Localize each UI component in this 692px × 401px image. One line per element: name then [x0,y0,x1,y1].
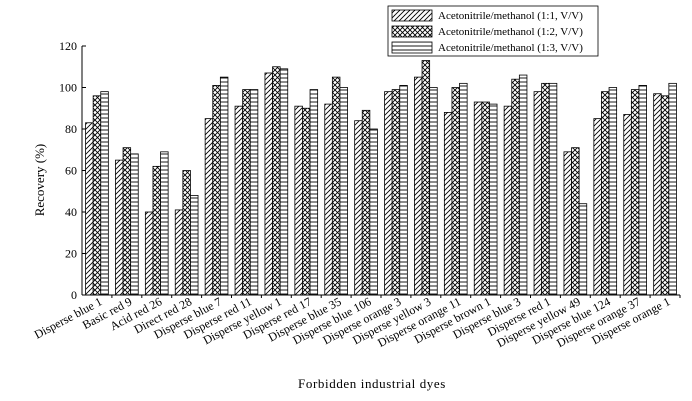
bar-series-3 [249,89,259,296]
bar-series-2 [660,95,670,296]
y-tick-label: 60 [65,164,77,178]
bar-series-2 [511,78,520,296]
bar-series-3 [100,91,109,296]
bar-series-1 [324,103,333,296]
bar-series-2 [152,165,161,296]
bar-series-2 [541,82,550,296]
bar-series-1 [443,112,453,296]
bar-series-3 [548,82,558,296]
bar-series-3 [608,87,618,296]
bar-series-1 [414,76,423,296]
bar-series-1 [85,122,94,296]
bar-series-2 [331,76,341,296]
bar-series-1 [234,105,244,296]
bar-series-3 [638,85,647,296]
bar-series-3 [160,151,169,296]
legend-label: Acetonitrile/methanol (1:3, V/V) [438,42,583,54]
bar-series-2 [212,85,221,296]
bar-series-2 [481,101,490,296]
bar-series-3 [339,87,348,296]
bar-series-1 [115,159,124,296]
x-axis-title: Forbidden industrial dyes [298,376,446,391]
bar-series-1 [593,118,602,296]
bar-series-1 [623,114,632,296]
bar-series-1 [204,118,214,296]
bar-series-3 [369,128,378,296]
bar-series-2 [391,89,401,296]
y-tick-label: 0 [71,288,77,302]
bar-series-3 [190,194,199,296]
bar-series-3 [578,203,588,296]
y-tick-label: 100 [59,81,77,95]
bar-series-2 [601,91,610,296]
legend-swatch-series-3 [391,41,433,54]
legend-label: Acetonitrile/methanol (1:1, V/V) [438,10,583,22]
bar-series-3 [668,82,677,296]
y-axis-title: Recovery (%) [32,144,47,217]
bar-series-1 [144,211,154,296]
y-tick-label: 120 [59,39,77,53]
bar-series-2 [122,147,132,296]
bar-series-1 [174,209,184,296]
bar-series-3 [429,87,438,296]
bar-series-3 [219,76,229,296]
bar-series-2 [242,89,251,296]
bar-series-3 [279,68,289,296]
bar-series-2 [361,109,371,296]
bar-series-2 [182,170,191,296]
bar-series-1 [354,120,363,296]
bar-series-2 [421,60,431,296]
bar-series-2 [630,89,640,296]
bar-series-1 [653,93,662,296]
y-tick-label: 40 [65,205,77,219]
bar-series-3 [518,74,528,296]
bar-series-3 [130,153,139,296]
bar-series-1 [503,105,513,296]
legend-swatch-series-2 [391,25,433,38]
legend-label: Acetonitrile/methanol (1:2, V/V) [438,26,583,38]
plot-area [85,60,677,296]
bar-series-1 [384,91,393,296]
bar-series-2 [272,66,281,296]
bar-series-3 [459,82,468,296]
bar-series-2 [451,87,460,296]
y-tick-label: 20 [65,247,77,261]
bar-series-3 [309,89,319,296]
bar-series-1 [264,72,273,296]
bar-series-3 [489,103,498,296]
bar-series-1 [294,105,303,296]
legend-swatch-series-1 [391,9,433,22]
bar-series-1 [473,101,483,296]
y-tick-label: 80 [65,122,77,136]
bar-series-2 [92,95,102,296]
legend: Acetonitrile/methanol (1:1, V/V) Acetonit… [387,5,599,57]
bar-series-1 [563,151,572,296]
bar-series-2 [571,147,580,296]
bar-series-1 [533,91,543,296]
bar-series-3 [399,85,408,296]
y-axis: 0 20 40 60 80 100 120 [59,39,86,302]
bar-series-2 [302,107,311,296]
